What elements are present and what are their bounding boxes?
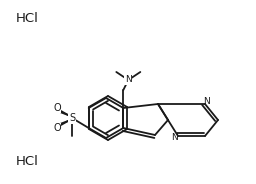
Text: N: N xyxy=(171,134,177,142)
Text: S: S xyxy=(69,113,75,123)
Text: N: N xyxy=(125,75,132,84)
Text: O: O xyxy=(53,123,61,133)
Text: HCl: HCl xyxy=(15,155,38,168)
Text: N: N xyxy=(203,98,209,107)
Text: O: O xyxy=(53,103,61,113)
Text: HCl: HCl xyxy=(15,12,38,25)
